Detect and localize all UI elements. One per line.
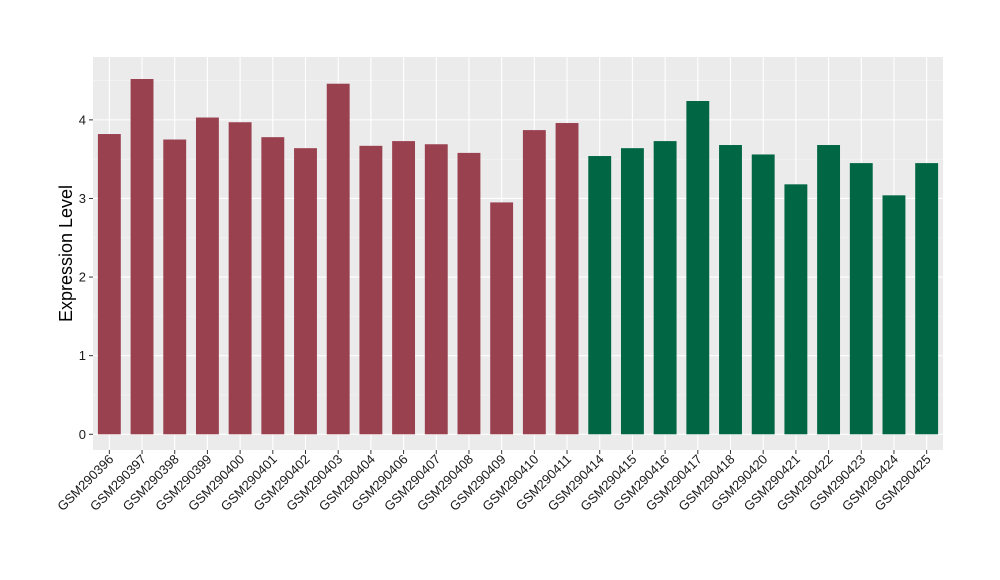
y-tick-label: 4 xyxy=(79,112,86,127)
bar-GSM290397 xyxy=(130,79,154,435)
bar-GSM290411 xyxy=(555,123,579,435)
bar-GSM290396 xyxy=(97,134,121,435)
bar-GSM290414 xyxy=(588,156,612,435)
bar-GSM290418 xyxy=(719,145,742,435)
bar-GSM290424 xyxy=(882,195,906,435)
x-axis: GSM290396GSM290397GSM290398GSM290399GSM2… xyxy=(54,450,934,514)
bar-GSM290400 xyxy=(228,122,252,435)
bar-GSM290423 xyxy=(849,163,873,435)
bar-GSM290399 xyxy=(195,117,219,435)
bar-GSM290401 xyxy=(261,137,285,435)
bar-GSM290398 xyxy=(163,139,187,435)
y-axis-title: Expression Level xyxy=(56,185,76,322)
bar-GSM290425 xyxy=(915,163,939,435)
bar-GSM290421 xyxy=(784,184,808,435)
y-tick-label: 1 xyxy=(79,348,86,363)
bar-GSM290402 xyxy=(294,148,317,435)
plot-panel xyxy=(93,57,943,450)
bar-GSM290410 xyxy=(522,130,546,435)
bar-GSM290420 xyxy=(751,154,775,435)
bar-GSM290415 xyxy=(620,148,644,435)
bar-GSM290416 xyxy=(653,141,677,435)
y-axis: 0 1 2 3 4 xyxy=(79,112,93,442)
y-tick-label: 2 xyxy=(79,270,86,285)
bar-GSM290403 xyxy=(326,83,350,435)
y-tick-label: 0 xyxy=(79,427,86,442)
bar-GSM290409 xyxy=(490,202,514,435)
bars xyxy=(97,79,939,435)
bar-GSM290417 xyxy=(686,101,710,435)
bar-GSM290422 xyxy=(817,145,841,435)
bar-GSM290406 xyxy=(392,141,416,435)
bar-GSM290408 xyxy=(457,152,481,435)
y-tick-label: 3 xyxy=(79,191,86,206)
bar-GSM290404 xyxy=(359,145,383,435)
bar-GSM290407 xyxy=(424,144,448,435)
